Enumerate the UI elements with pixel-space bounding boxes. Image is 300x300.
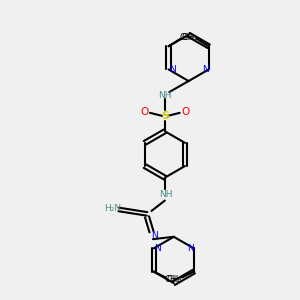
Text: CH₃: CH₃ — [167, 275, 182, 284]
Text: H₂N: H₂N — [104, 204, 122, 213]
Text: O: O — [181, 107, 189, 117]
Text: N: N — [154, 244, 160, 253]
Text: N: N — [169, 65, 175, 74]
Text: CH₃: CH₃ — [179, 33, 195, 42]
Text: S: S — [161, 111, 169, 121]
Text: NH: NH — [160, 190, 173, 199]
Text: NH: NH — [158, 91, 172, 100]
Text: N: N — [151, 231, 158, 240]
Text: N: N — [187, 244, 194, 253]
Text: O: O — [140, 107, 149, 117]
Text: CH₃: CH₃ — [164, 275, 180, 284]
Text: N: N — [202, 65, 208, 74]
Text: CH₃: CH₃ — [182, 33, 197, 42]
